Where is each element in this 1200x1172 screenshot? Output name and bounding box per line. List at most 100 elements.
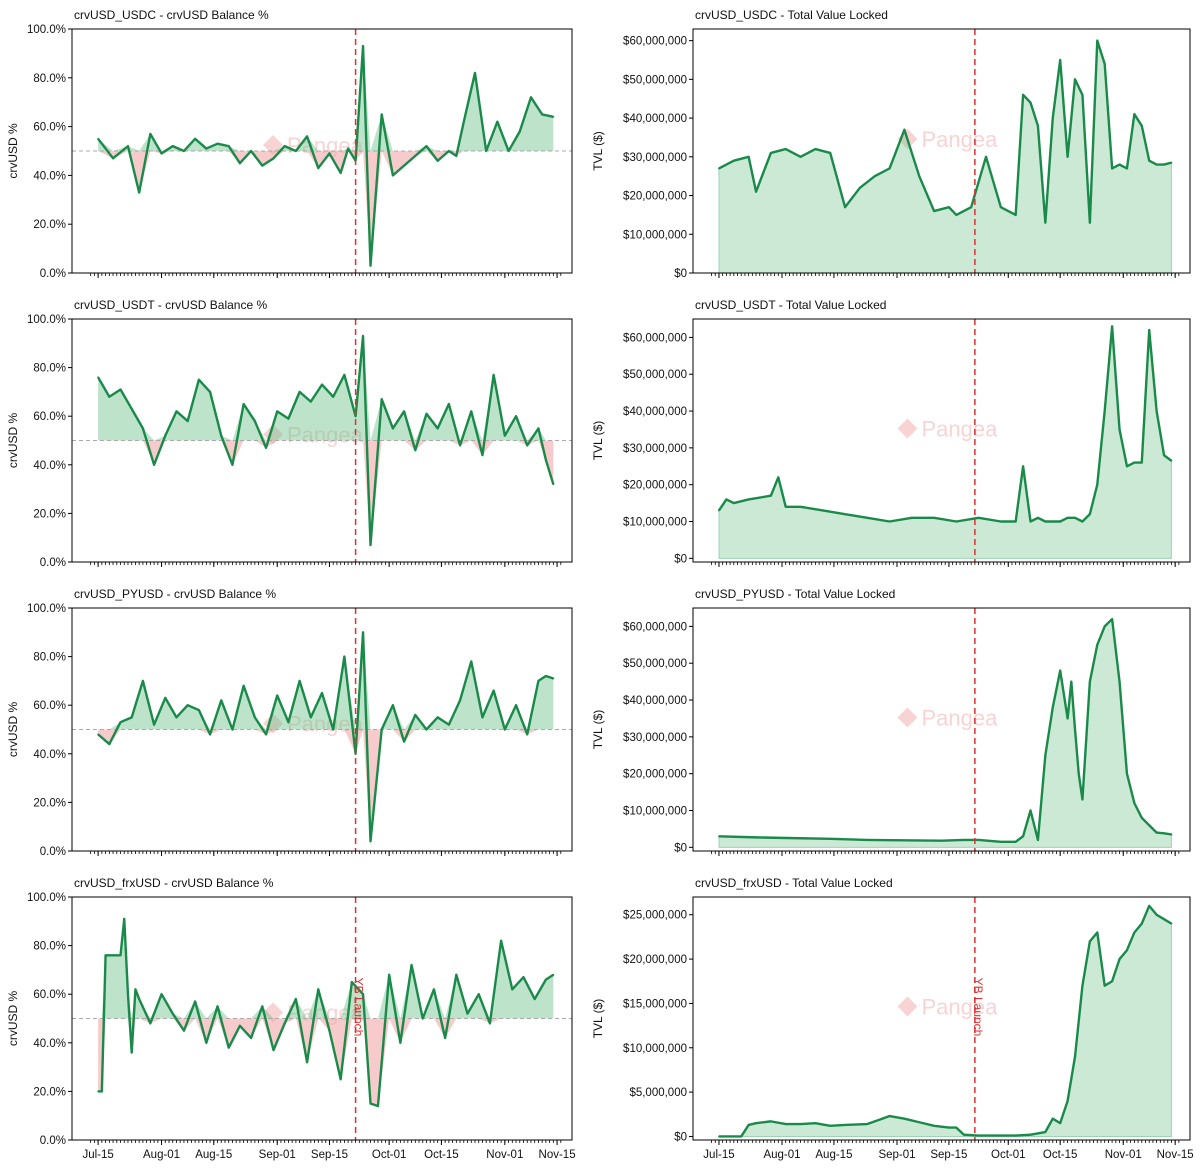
data-point [1170,833,1173,836]
data-point [777,476,780,479]
x-tick-label: Nov-01 [1105,1149,1142,1161]
data-point [250,150,253,152]
y-tick-label: 100.0% [27,24,66,36]
fill-below-baseline [98,440,554,545]
data-point [955,520,958,523]
chart-panel-6: Pangea crvUSD_PYUSD - Total Value Locked $… [591,587,1191,856]
data-point [718,167,720,170]
data-point [216,142,219,145]
data-point [1088,221,1091,224]
y-tick-label: $25,000,000 [623,910,687,922]
data-point [123,917,126,920]
data-point [1014,1134,1017,1137]
data-point [164,434,167,437]
data-point [171,145,174,148]
data-point [1163,163,1165,166]
data-point [955,1126,958,1129]
data-point [1103,625,1106,628]
data-point [347,147,350,150]
data-point [1096,483,1099,486]
data-point [977,839,980,841]
data-point [425,412,428,415]
y-tick-label: $40,000,000 [623,695,687,707]
x-tick-label: Aug-01 [763,1149,800,1161]
data-point [544,459,547,461]
y-tick-label: $60,000,000 [623,621,687,633]
x-tick-label: Oct-01 [372,1149,407,1161]
data-point [769,494,772,497]
plot-area: Pangea [72,319,572,562]
data-point [1088,940,1091,943]
data-point [769,1120,772,1123]
data-point [859,186,861,189]
data-point [1014,840,1017,843]
chart-title: crvUSD_USDT - crvUSD Balance % [74,298,267,312]
data-point [492,373,495,376]
x-tick-label: Sep-15 [930,1149,967,1161]
data-point [108,954,111,957]
data-point [194,137,197,140]
data-point [436,159,439,162]
data-point [1066,516,1069,519]
data-point [459,444,461,447]
data-point [718,509,720,512]
data-point [377,1105,379,1107]
data-point [455,973,458,976]
data-point [1140,124,1143,127]
fill-below-baseline [98,1018,554,1106]
y-tick-label: 100.0% [27,603,66,615]
data-point [492,689,495,692]
data-point [1070,680,1073,683]
data-point [391,427,394,430]
data-point [309,716,312,719]
watermark: Pangea [897,995,998,1020]
data-point [844,513,846,516]
data-point [239,162,241,165]
data-point [466,1012,469,1015]
data-point [276,694,279,697]
data-point [522,976,525,979]
y-axis-label: crvUSD % [6,413,20,469]
data-point [294,998,297,1000]
data-point [261,1005,264,1008]
data-point [829,152,832,154]
data-point [362,335,364,337]
data-point [1088,680,1091,683]
data-point [903,1117,906,1120]
data-point [866,839,869,841]
chart-title: crvUSD_PYUSD - Total Value Locked [695,587,895,601]
y-tick-label: $0 [674,268,687,280]
data-point [1081,520,1084,523]
data-point [1096,39,1099,42]
x-tick-label: Aug-01 [143,1149,180,1161]
data-point [209,391,211,393]
y-tick-label: 80.0% [33,941,66,953]
data-point [362,45,364,47]
watermark-logo [263,135,283,155]
chart-title: crvUSD_USDC - Total Value Locked [695,8,888,22]
data-point [489,1022,491,1025]
data-point [732,502,735,504]
y-axis-label: TVL ($) [591,999,605,1039]
data-point [470,410,473,413]
data-point [844,1124,846,1126]
data-point [526,444,529,447]
y-axis-label: TVL ($) [591,421,605,461]
y-tick-label: 60.0% [33,122,66,134]
data-point [1126,772,1128,775]
data-point [388,973,391,976]
data-point [149,1022,152,1025]
data-point [138,191,141,194]
data-point [999,520,1002,523]
fill-above-baseline [98,336,554,441]
data-point [903,128,906,131]
y-tick-label: 40.0% [33,170,66,182]
y-tick-label: 60.0% [33,700,66,712]
x-tick-label: Oct-01 [991,1149,1026,1161]
data-point [119,388,122,391]
data-point [518,130,521,133]
data-point [276,410,279,413]
data-point [160,993,163,996]
data-point [130,408,133,410]
data-point [283,145,286,148]
